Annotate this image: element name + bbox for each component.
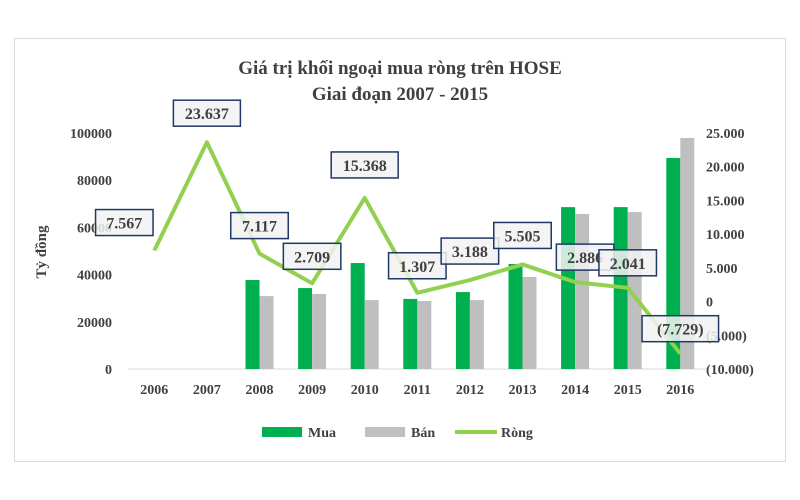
x-tick-label: 2014: [561, 383, 589, 398]
data-label: 2.886: [567, 250, 603, 267]
data-label: (7.729): [657, 322, 704, 339]
data-label: 2.041: [610, 256, 646, 273]
x-tick-label: 2015: [614, 383, 642, 398]
bar-bán: [312, 293, 327, 369]
bar-mua: [245, 280, 260, 369]
bar-mua: [350, 263, 365, 369]
x-tick-label: 2013: [509, 383, 537, 398]
y2-tick-label: 10.000: [706, 228, 745, 243]
data-label-box: [493, 221, 552, 250]
data-label-box: [440, 237, 500, 265]
data-label-box: [230, 211, 289, 240]
chart-title: Giá trị khối ngoại mua ròng trên HOSE: [238, 58, 562, 79]
data-label-box: [641, 314, 720, 343]
data-label: 7.567: [106, 216, 142, 233]
bar-bán: [680, 137, 695, 369]
chart-subtitle: Giai đoạn 2007 - 2015: [312, 84, 488, 105]
data-label-box: [282, 242, 342, 271]
y2-tick-label: 20.000: [706, 161, 745, 176]
y2-tick-label: 25.000: [706, 127, 745, 142]
data-label: 15.368: [343, 158, 387, 175]
y2-tick-label: 5.000: [706, 262, 738, 277]
chart-frame: [14, 38, 786, 462]
y-tick-label: 40000: [77, 269, 112, 284]
y-axis-label: Tỷ đồng: [34, 225, 50, 278]
y-tick-label: 20000: [77, 316, 112, 331]
legend-label: Ròng: [501, 426, 533, 441]
bar-mua: [508, 263, 523, 369]
data-label-box: [598, 249, 658, 277]
legend-swatch-bán: [365, 427, 405, 437]
y-tick-label: 80000: [77, 174, 112, 189]
bar-mua: [403, 298, 418, 369]
bar-mua: [561, 207, 576, 369]
bar-bán: [469, 300, 484, 369]
data-label-box: [330, 151, 399, 179]
data-label: 23.637: [185, 106, 229, 123]
bar-bán: [417, 301, 432, 369]
data-label-box: [172, 99, 242, 127]
data-label-box: [94, 208, 154, 237]
x-tick-label: 2007: [193, 383, 221, 398]
x-tick-label: 2008: [246, 383, 274, 398]
bar-mua: [455, 292, 470, 369]
bar-bán: [522, 276, 537, 369]
legend-swatch-mua: [262, 427, 302, 437]
legend-label: Mua: [308, 426, 336, 441]
data-label-box: [387, 252, 447, 280]
y-tick-label: 0: [105, 363, 112, 378]
data-label: 1.307: [399, 259, 435, 276]
legend-label: Bán: [411, 426, 435, 441]
bar-mua: [298, 288, 313, 369]
data-label: 2.709: [294, 249, 330, 266]
bar-bán: [575, 213, 590, 369]
x-tick-label: 2010: [351, 383, 379, 398]
data-label: 5.505: [505, 228, 541, 245]
bar-bán: [259, 296, 274, 369]
data-label: 7.117: [242, 219, 277, 236]
y2-tick-label: (10.000): [706, 363, 754, 378]
x-tick-label: 2016: [666, 383, 694, 398]
x-tick-label: 2012: [456, 383, 484, 398]
x-tick-label: 2009: [298, 383, 326, 398]
y-tick-label: 100000: [70, 127, 112, 142]
x-tick-label: 2011: [404, 383, 431, 398]
x-tick-label: 2006: [140, 383, 168, 398]
data-label: 3.188: [452, 244, 488, 261]
y2-tick-label: 15.000: [706, 194, 745, 209]
y2-tick-label: 0: [706, 296, 713, 311]
bar-bán: [364, 300, 379, 369]
